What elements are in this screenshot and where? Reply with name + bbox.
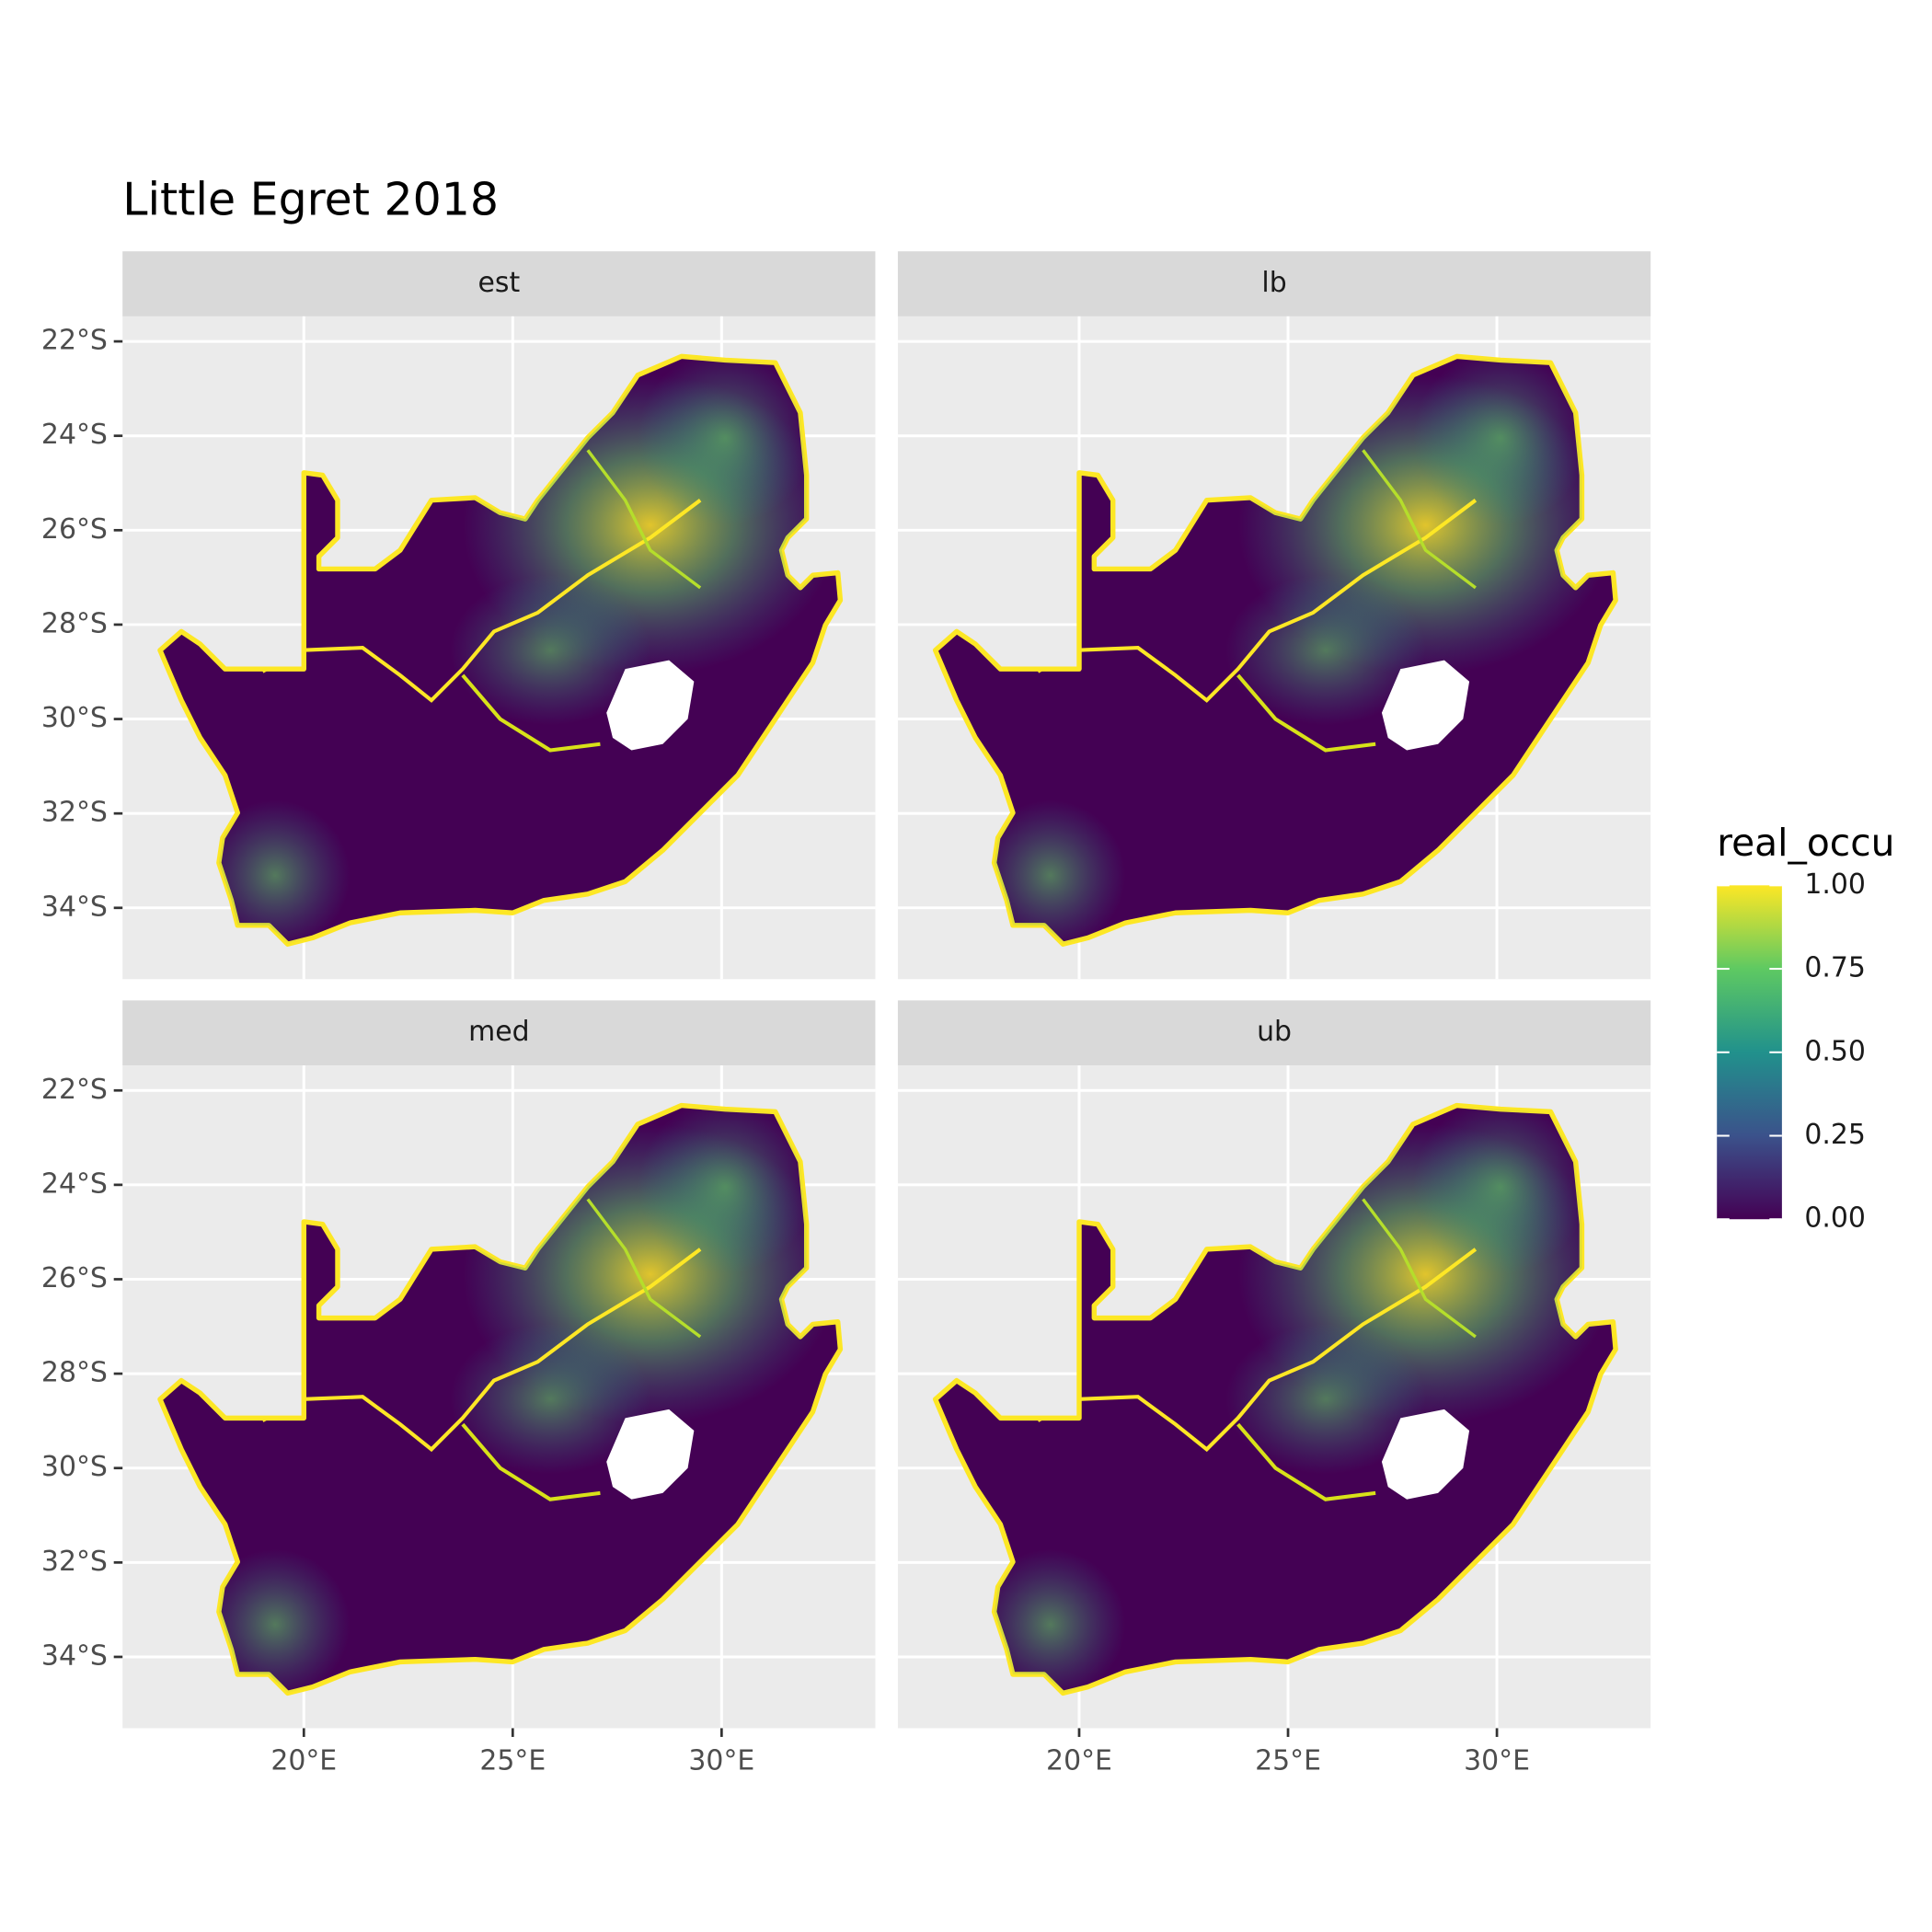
legend: real_occu 0.00 0.25 0.50 0.75 1.00 [1717, 821, 1894, 1235]
y-tick-label: 34°S [41, 1639, 108, 1672]
legend-tick-label: 0.50 [1804, 1035, 1866, 1067]
strip [122, 251, 876, 316]
y-tick-label: 26°S [41, 1262, 108, 1294]
strip-label: ub [1257, 1016, 1292, 1048]
y-tick-label: 24°S [41, 1167, 108, 1200]
x-tick-label: 25°E [479, 1745, 546, 1777]
x-tick-label: 30°E [688, 1745, 754, 1777]
legend-title: real_occu [1717, 821, 1894, 865]
y-tick-label: 32°S [41, 797, 108, 829]
strip [122, 1000, 876, 1066]
legend-tick-label: 0.00 [1804, 1202, 1866, 1235]
strip-label: est [477, 267, 520, 299]
panels: est 22°S 24°S 26°S 28°S 30°S 32°S 34°S lb med 20°E… [41, 251, 1651, 1777]
legend-tick-label: 1.00 [1804, 868, 1866, 901]
title: Little Egret 2018 [122, 174, 499, 226]
y-tick-label: 34°S [41, 891, 108, 923]
y-tick-label: 24°S [41, 419, 108, 451]
facet-panel: est 22°S 24°S 26°S 28°S 30°S 32°S 34°S [41, 251, 876, 980]
facet-panel: lb [897, 251, 1651, 980]
y-tick-label: 30°S [41, 702, 108, 734]
strip [897, 1000, 1651, 1066]
strip-label: lb [1261, 267, 1286, 299]
x-tick-label: 25°E [1255, 1745, 1321, 1777]
y-tick-label: 30°S [41, 1451, 108, 1483]
x-tick-label: 30°E [1464, 1745, 1530, 1777]
legend-tick-label: 0.25 [1804, 1119, 1866, 1151]
x-tick-label: 20°E [1046, 1745, 1112, 1777]
y-tick-label: 28°S [41, 1357, 108, 1389]
y-tick-label: 26°S [41, 513, 108, 546]
legend-tick-label: 0.75 [1804, 952, 1866, 984]
y-tick-label: 32°S [41, 1546, 108, 1578]
y-tick-label: 28°S [41, 607, 108, 639]
y-tick-label: 22°S [41, 325, 108, 357]
y-tick-label: 22°S [41, 1074, 108, 1106]
facet-panel: ub 20°E 25°E 30°E [897, 1000, 1651, 1777]
facet-panel: med 20°E 25°E 30°E 22°S 24°S 26°S 28°S 30°S 32°S 3… [41, 1000, 876, 1777]
strip [897, 251, 1651, 316]
strip-label: med [468, 1016, 529, 1048]
x-tick-label: 20°E [270, 1745, 337, 1777]
